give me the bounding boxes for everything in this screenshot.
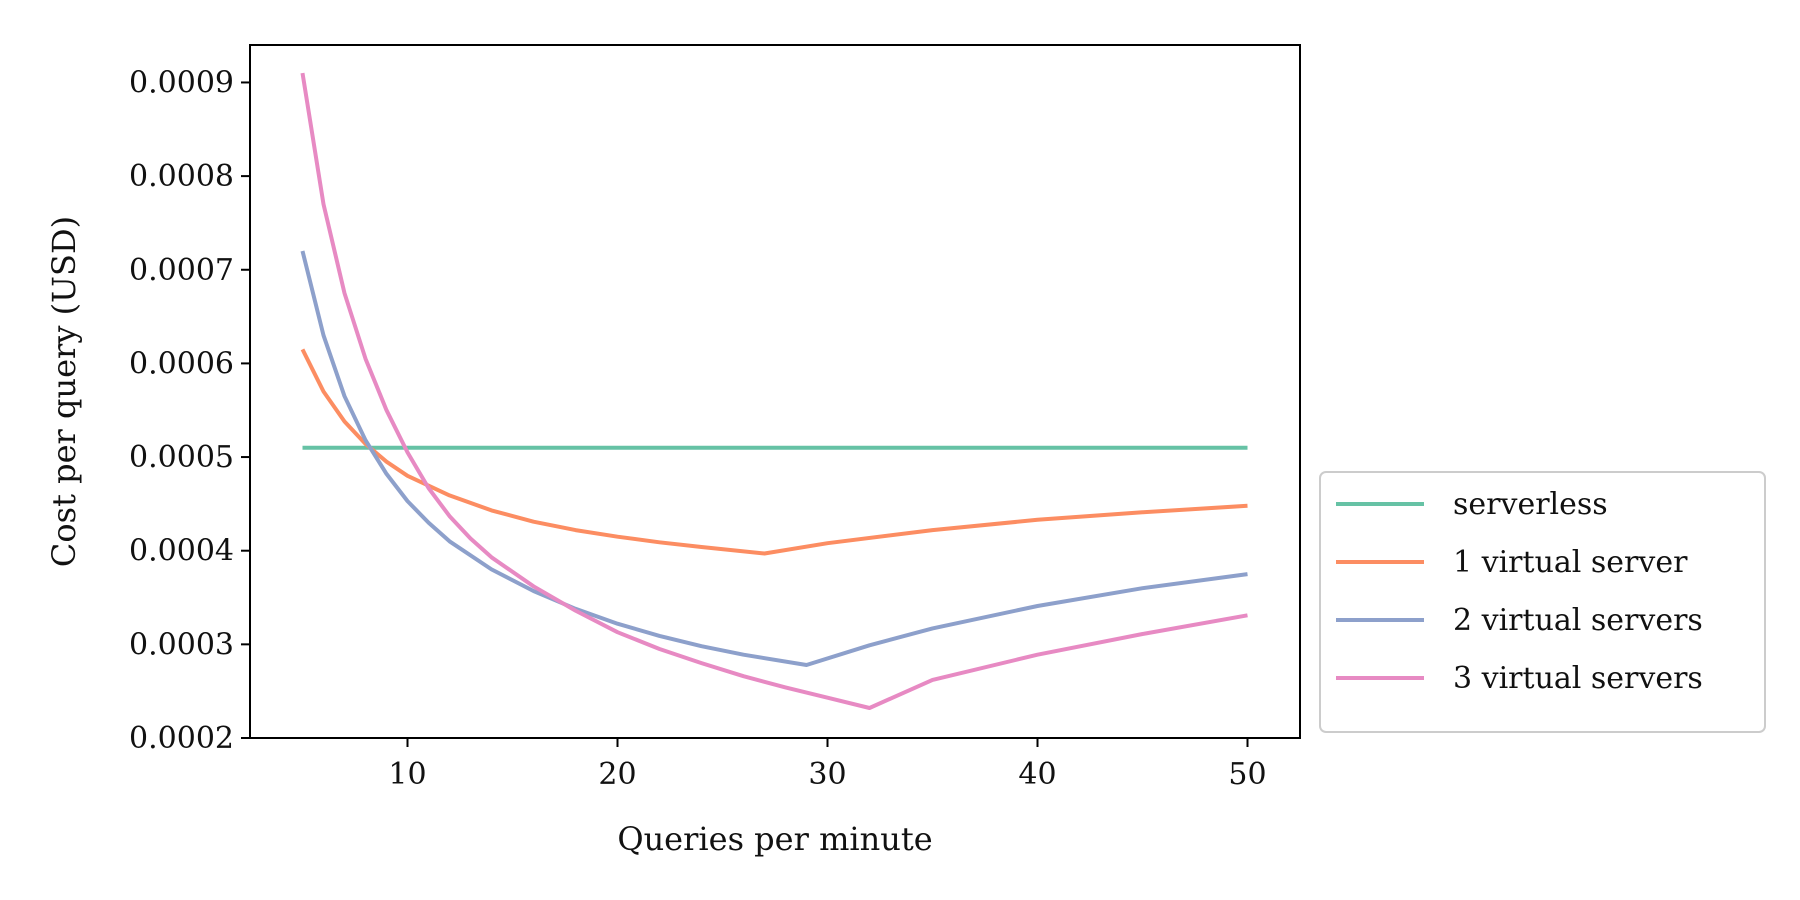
x-tick-label: 50: [1228, 757, 1266, 792]
y-tick-label: 0.0004: [129, 534, 234, 569]
y-tick-label: 0.0008: [129, 159, 234, 194]
legend-entry-label: serverless: [1453, 487, 1608, 522]
legend: serverless 1 virtual server 2 virtual serv…: [1319, 471, 1766, 733]
y-tick-label: 0.0007: [129, 253, 234, 288]
y-tick-label: 0.0009: [129, 65, 234, 100]
series-line-1: [300, 348, 1248, 556]
x-tick-label: 10: [388, 757, 426, 792]
legend-entry-label: 2 virtual servers: [1453, 603, 1703, 638]
y-tick-label: 0.0006: [129, 346, 234, 381]
x-tick-label: 40: [1018, 757, 1056, 792]
axes-layer: 10 20 30 40 50 0.0002 0.0003 0.0004 0.0005 0.0006…: [129, 65, 1267, 792]
x-tick-label: 30: [808, 757, 846, 792]
legend-entry-label: 1 virtual server: [1453, 545, 1688, 580]
plot-frame: [249, 44, 1301, 739]
y-axis-label: Cost per query (USD): [45, 216, 83, 567]
y-tick-label: 0.0003: [129, 627, 234, 662]
x-tick-label: 20: [598, 757, 636, 792]
series-layer: [300, 72, 1248, 710]
series-line-2: [300, 250, 1248, 667]
y-tick-label: 0.0002: [129, 721, 234, 756]
y-tick-label: 0.0005: [129, 440, 234, 475]
series-line-3: [300, 72, 1248, 710]
x-axis-label: Queries per minute: [617, 820, 932, 858]
legend-box: [1319, 471, 1766, 733]
legend-entry-label: 3 virtual servers: [1453, 661, 1703, 696]
